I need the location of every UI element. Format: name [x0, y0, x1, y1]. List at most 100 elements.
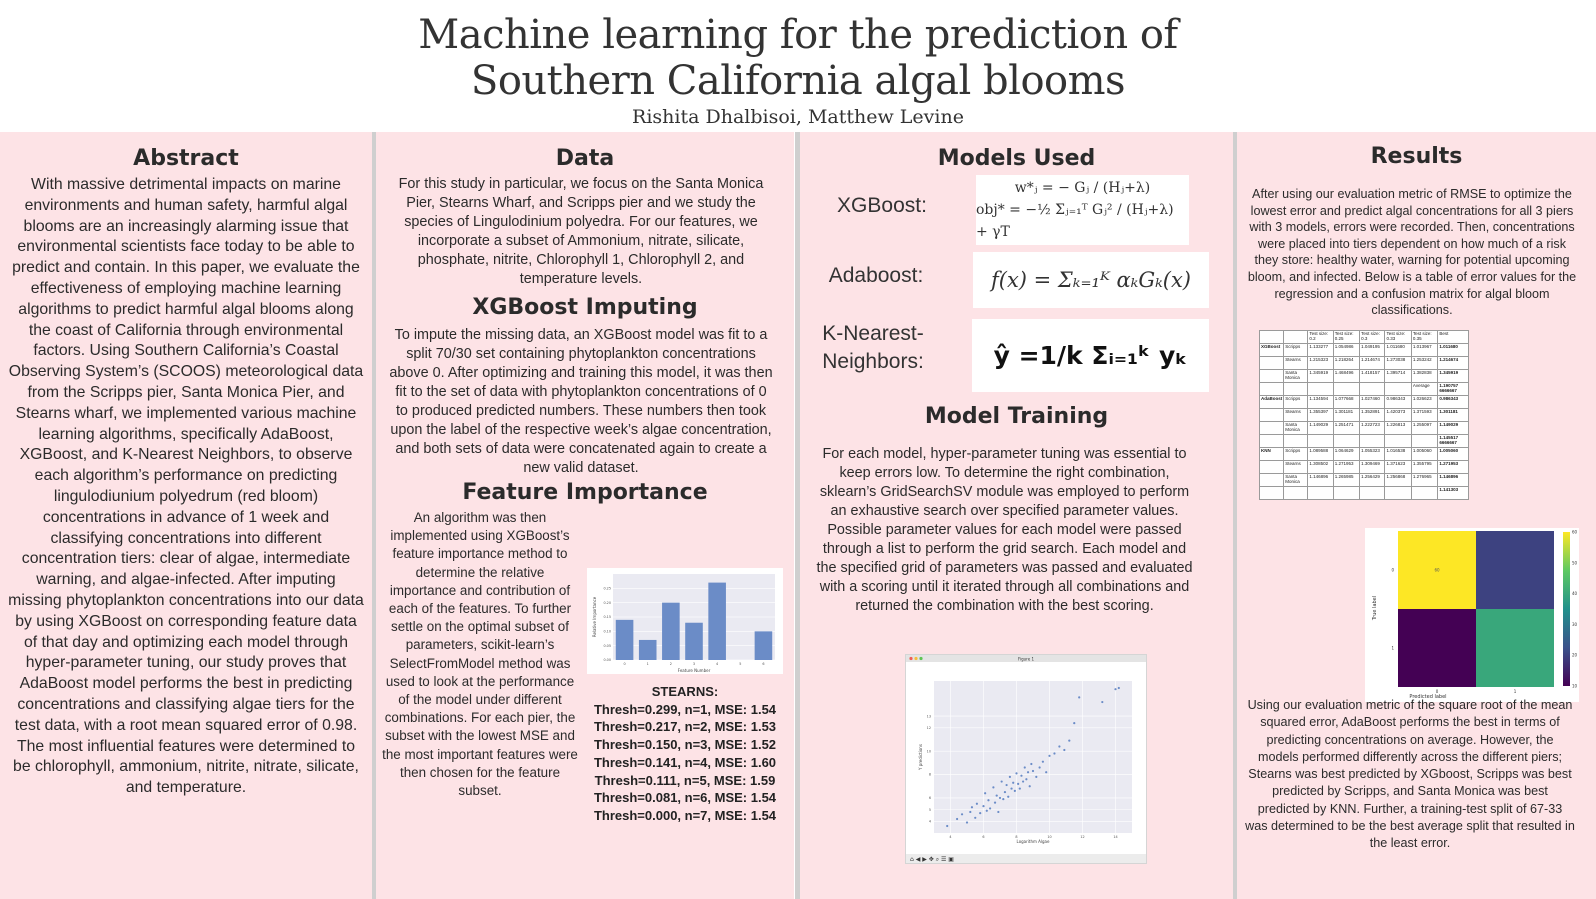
stearns-line: Thresh=0.150, n=3, MSE: 1.52	[593, 737, 777, 753]
table-cell	[1410, 434, 1439, 448]
window-close-icon[interactable]	[909, 656, 913, 661]
confusion-colorbar	[1563, 532, 1570, 686]
table-cell	[1258, 434, 1285, 448]
table-cell	[1258, 460, 1285, 474]
table-cell	[1258, 473, 1285, 487]
scatter-point	[995, 794, 998, 797]
table-cell	[1283, 486, 1309, 500]
table-cell: 1.308502	[1307, 460, 1334, 474]
confusion-x-tick-label: 0	[1436, 689, 1439, 694]
table-cell: 1.355397	[1307, 408, 1334, 422]
table-cell: Stearns	[1283, 460, 1309, 474]
scatter-point	[1117, 686, 1120, 690]
window-zoom-icon[interactable]	[919, 656, 923, 661]
scatter-point	[1073, 721, 1076, 725]
table-cell: Santa Monica	[1283, 369, 1309, 383]
table-cell	[1283, 330, 1309, 344]
bar-x-tick-label: 1	[647, 662, 649, 666]
stearns-line: Thresh=0.141, n=4, MSE: 1.60	[593, 754, 777, 770]
authors: Rishita Dhalbisoi, Matthew Levine	[632, 106, 964, 128]
stearns-line: Thresh=0.000, n=7, MSE: 1.54	[593, 807, 777, 823]
feature-importance-bar	[638, 639, 657, 660]
table-cell: 1.190757 6666667	[1437, 382, 1469, 396]
table-cell: Best	[1437, 330, 1469, 344]
scatter-point	[1031, 769, 1035, 773]
table-row: AdaBoost Scripps 1.134594 1.077668 1.027460 0…	[1258, 395, 1469, 409]
table-header-row: Test size: 0.2 Test size: 0.25 Test size: …	[1258, 330, 1469, 344]
bar-x-tick-label: 4	[716, 662, 718, 666]
column-divider-2	[795, 132, 800, 899]
scatter-point	[979, 812, 982, 815]
table-cell: 1.271953	[1437, 460, 1469, 474]
bar-y-tick-label: 0.10	[603, 630, 611, 634]
table-cell: 1.222723	[1359, 421, 1386, 435]
scatter-point	[1003, 790, 1007, 794]
scatter-point	[1018, 787, 1021, 790]
scatter-y-tick-label: 4	[929, 820, 931, 824]
table-cell	[1384, 486, 1412, 500]
table-cell: 1.255097	[1410, 421, 1439, 435]
scatter-point	[1028, 785, 1031, 788]
feature-importance-bar	[685, 622, 703, 660]
scatter-point	[989, 807, 992, 810]
window-minimize-icon[interactable]	[914, 656, 918, 661]
table-row: Santa Monica 1.146896 1.265985 1.256429 1.25…	[1258, 473, 1469, 487]
scatter-x-tick-label: 14	[1113, 835, 1117, 839]
table-cell	[1410, 486, 1439, 500]
table-cell: Scripps	[1283, 395, 1309, 409]
results-conclusion-text: Using our evaluation metric of the squar…	[1245, 698, 1575, 851]
table-cell: 1.149029	[1437, 421, 1469, 435]
scatter-point	[992, 786, 995, 789]
table-cell: 1.089588	[1307, 447, 1334, 461]
stearns-line: Thresh=0.299, n=1, MSE: 1.54	[593, 701, 777, 717]
stearns-heading: STEARNS:	[651, 684, 719, 699]
scatter-plot-area	[934, 681, 1132, 833]
scatter-point	[1053, 752, 1056, 755]
bar-x-tick-label: 2	[670, 662, 672, 666]
figure-toolbar-icons[interactable]: ⌂ ◀ ▶ ✥ ⌕ ☰ ▣	[910, 856, 954, 863]
scatter-point	[1002, 797, 1005, 801]
table-cell: 1.226813	[1384, 421, 1412, 435]
scatter-y-tick-label: 6	[929, 796, 931, 800]
scatter-point	[1008, 775, 1011, 778]
bar-x-tick-label: 0	[623, 662, 625, 666]
table-cell: 1.418157	[1359, 369, 1386, 383]
bar-y-tick-label: 0.05	[603, 644, 611, 648]
table-row: Stearns 1.355397 1.301181 1.352891 1.420373 1…	[1258, 408, 1469, 422]
scatter-point	[1025, 778, 1028, 781]
error-table: Test size: 0.2 Test size: 0.25 Test size: …	[1258, 330, 1469, 500]
xgboost-label: XGBoost:	[837, 194, 927, 217]
table-cell: XGBoost	[1258, 343, 1285, 357]
knn-label-line-1: K-Nearest-	[822, 322, 924, 345]
table-cell: 1.468496	[1332, 369, 1361, 383]
table-cell: 1.251471	[1332, 421, 1361, 435]
table-cell: 1.146896	[1437, 473, 1469, 487]
confusion-cell-value: 60	[1434, 568, 1440, 573]
table-cell: 1.271953	[1332, 460, 1361, 474]
table-cell	[1258, 421, 1285, 435]
table-cell: 1.214674	[1359, 356, 1386, 370]
scatter-point	[1048, 754, 1051, 757]
table-cell: 0.986343	[1384, 395, 1412, 409]
table-cell: KNN	[1258, 447, 1285, 461]
colorbar-tick-label: 20	[1572, 653, 1578, 658]
bar-x-tick-label: 5	[739, 662, 741, 666]
scatter-point	[1035, 775, 1038, 778]
stearns-line: Thresh=0.217, n=2, MSE: 1.53	[593, 719, 777, 735]
scatter-x-tick-label: 12	[1080, 835, 1084, 839]
scatter-point	[1017, 782, 1020, 785]
table-cell	[1359, 382, 1386, 396]
table-row: Stearns 1.308502 1.271953 1.309469 1.371623 1…	[1258, 460, 1469, 474]
poster-title: Machine learning for the prediction of S…	[0, 0, 1596, 104]
scatter-x-tick-label: 6	[982, 835, 984, 839]
colorbar-tick-label: 40	[1572, 591, 1578, 596]
table-cell: Test size: 0.33	[1384, 330, 1412, 344]
table-cell	[1283, 434, 1309, 448]
table-cell: 1.049195	[1359, 343, 1386, 357]
scatter-point	[1005, 783, 1008, 787]
table-cell: 1.016538	[1384, 447, 1412, 461]
table-cell	[1332, 434, 1361, 448]
bar-y-tick-label: 0.00	[603, 658, 611, 662]
confusion-y-tick-label: 0	[1391, 568, 1394, 573]
confusion-cell	[1476, 609, 1554, 687]
